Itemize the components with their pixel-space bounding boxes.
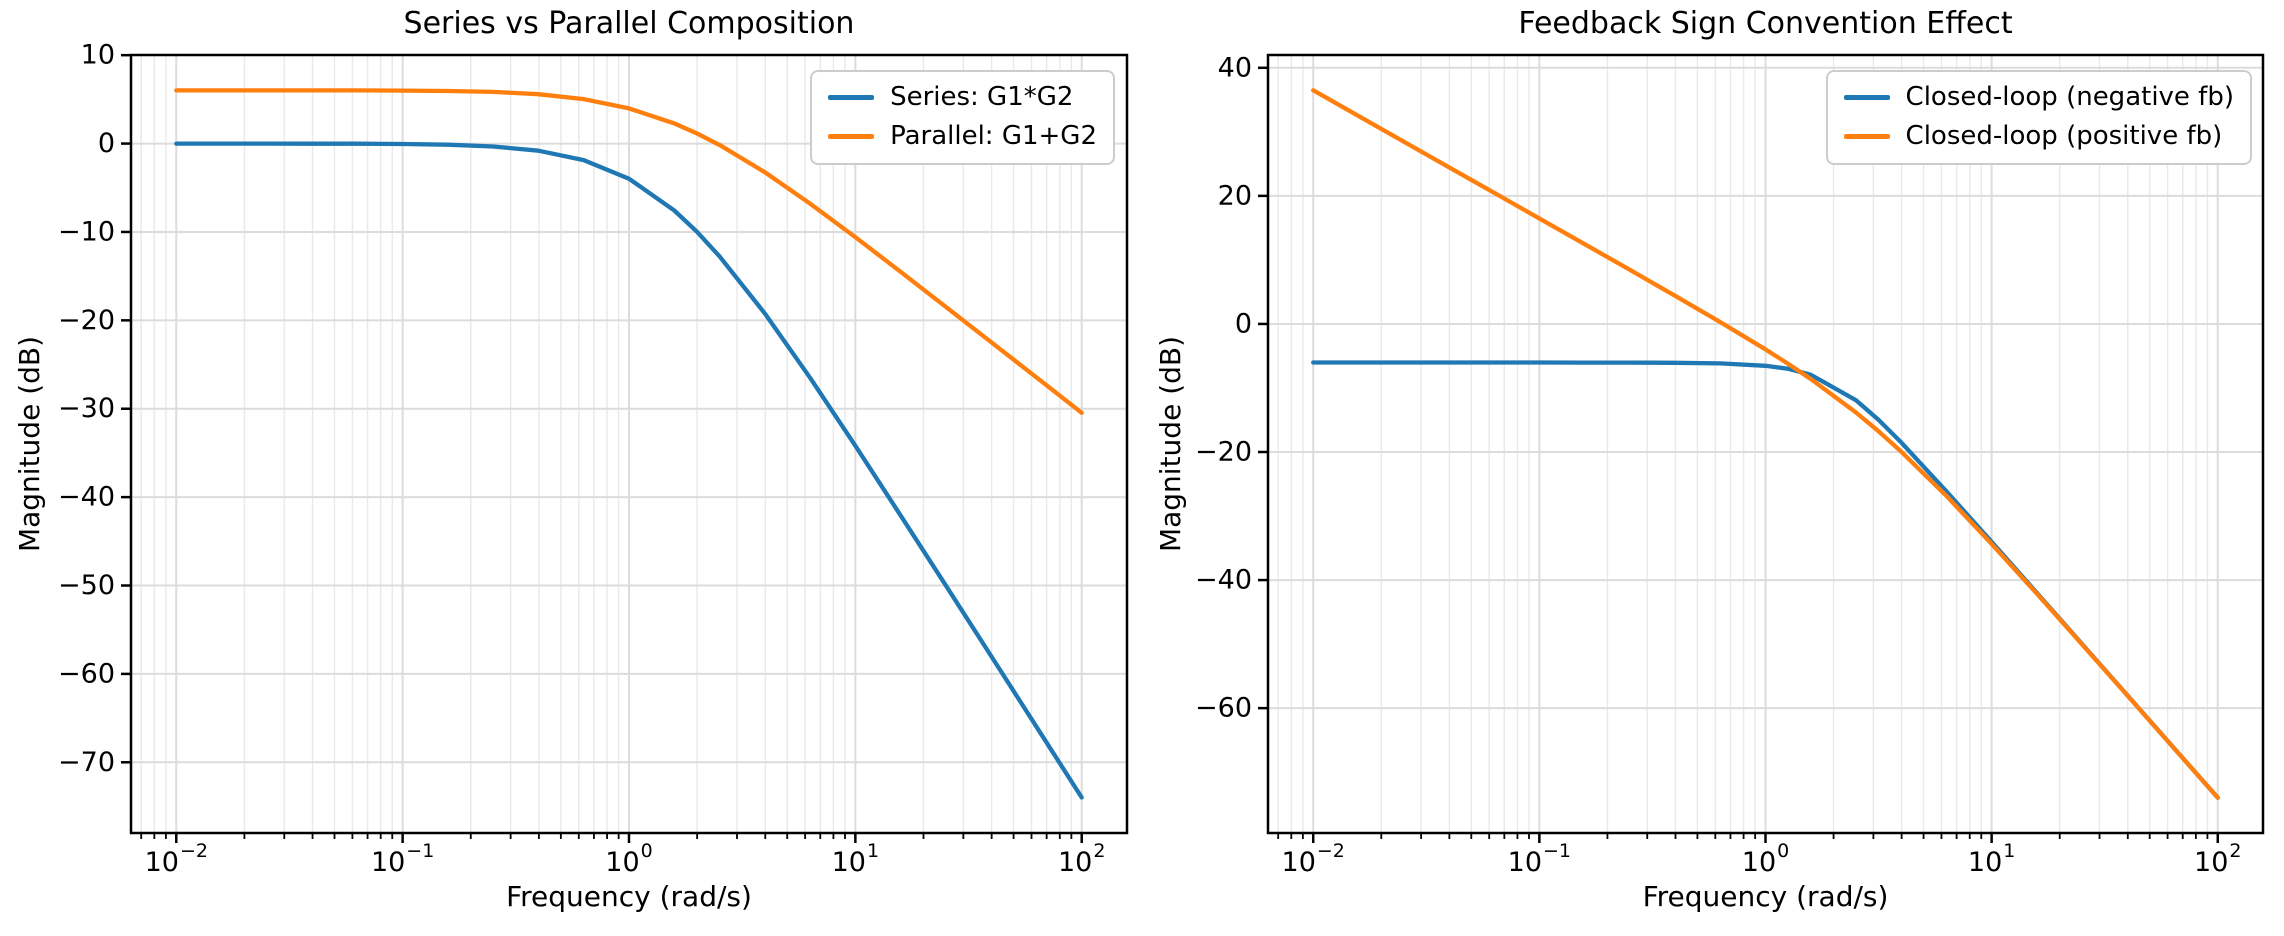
y-tick-label: 40 <box>1218 52 1252 83</box>
y-tick-label: −60 <box>58 658 115 689</box>
legend-label: Parallel: G1+G2 <box>890 121 1097 151</box>
legend-label: Closed-loop (negative fb) <box>1905 82 2234 112</box>
legend-item: Closed-loop (negative fb) <box>1843 82 2234 112</box>
x-tick-label: 102 <box>2194 840 2241 878</box>
right-plot-title: Feedback Sign Convention Effect <box>1518 6 2013 41</box>
legend-label: Series: G1*G2 <box>890 82 1074 112</box>
axes-spines <box>129 53 1129 835</box>
series-line <box>174 141 1084 800</box>
y-tick-label: −20 <box>1195 437 1252 468</box>
legend-label: Closed-loop (positive fb) <box>1905 121 2223 151</box>
left-plot-legend: Series: G1*G2 Parallel: G1+G2 <box>810 70 1115 165</box>
y-tick-label: 10 <box>81 40 115 71</box>
legend-line-sample <box>1843 94 1890 100</box>
x-tick-label: 10−2 <box>1282 840 1345 878</box>
x-tick-label: 10−1 <box>371 840 434 878</box>
series-line <box>1311 88 2220 800</box>
x-tick-label: 102 <box>1058 840 1105 878</box>
legend-item: Series: G1*G2 <box>828 82 1097 112</box>
left-plot-title: Series vs Parallel Composition <box>403 6 855 41</box>
right-plot-legend: Closed-loop (negative fb) Closed-loop (p… <box>1825 70 2252 165</box>
y-tick-label: 0 <box>98 128 115 159</box>
y-tick-label: −40 <box>1195 565 1252 596</box>
legend-line-sample <box>828 94 875 100</box>
series-line <box>174 88 1084 415</box>
legend-line-sample <box>1843 133 1890 139</box>
x-tick-label: 100 <box>1742 840 1789 878</box>
y-tick-label: −60 <box>1195 693 1252 724</box>
y-tick-label: −10 <box>58 216 115 247</box>
x-tick-label: 101 <box>1968 840 2015 878</box>
legend-item: Closed-loop (positive fb) <box>1843 121 2234 151</box>
left-plot-xlabel: Frequency (rad/s) <box>506 880 752 913</box>
y-tick-label: −70 <box>58 747 115 778</box>
x-tick-label: 10−1 <box>1508 840 1571 878</box>
y-tick-label: −20 <box>58 305 115 336</box>
y-tick-label: −30 <box>58 393 115 424</box>
left-plot-ylabel: Magnitude (dB) <box>13 335 46 553</box>
y-tick-label: −50 <box>58 570 115 601</box>
right-plot-xlabel: Frequency (rad/s) <box>1642 880 1889 913</box>
legend-item: Parallel: G1+G2 <box>828 121 1097 151</box>
x-tick-label: 10−2 <box>145 840 208 878</box>
x-tick-label: 100 <box>605 840 652 878</box>
y-tick-label: 0 <box>1235 308 1252 339</box>
legend-line-sample <box>828 133 875 139</box>
y-tick-label: −40 <box>58 482 115 513</box>
x-tick-label: 101 <box>832 840 879 878</box>
y-tick-label: 20 <box>1218 180 1252 211</box>
axes-spines <box>1266 53 2265 835</box>
right-plot-ylabel: Magnitude (dB) <box>1154 335 1187 553</box>
